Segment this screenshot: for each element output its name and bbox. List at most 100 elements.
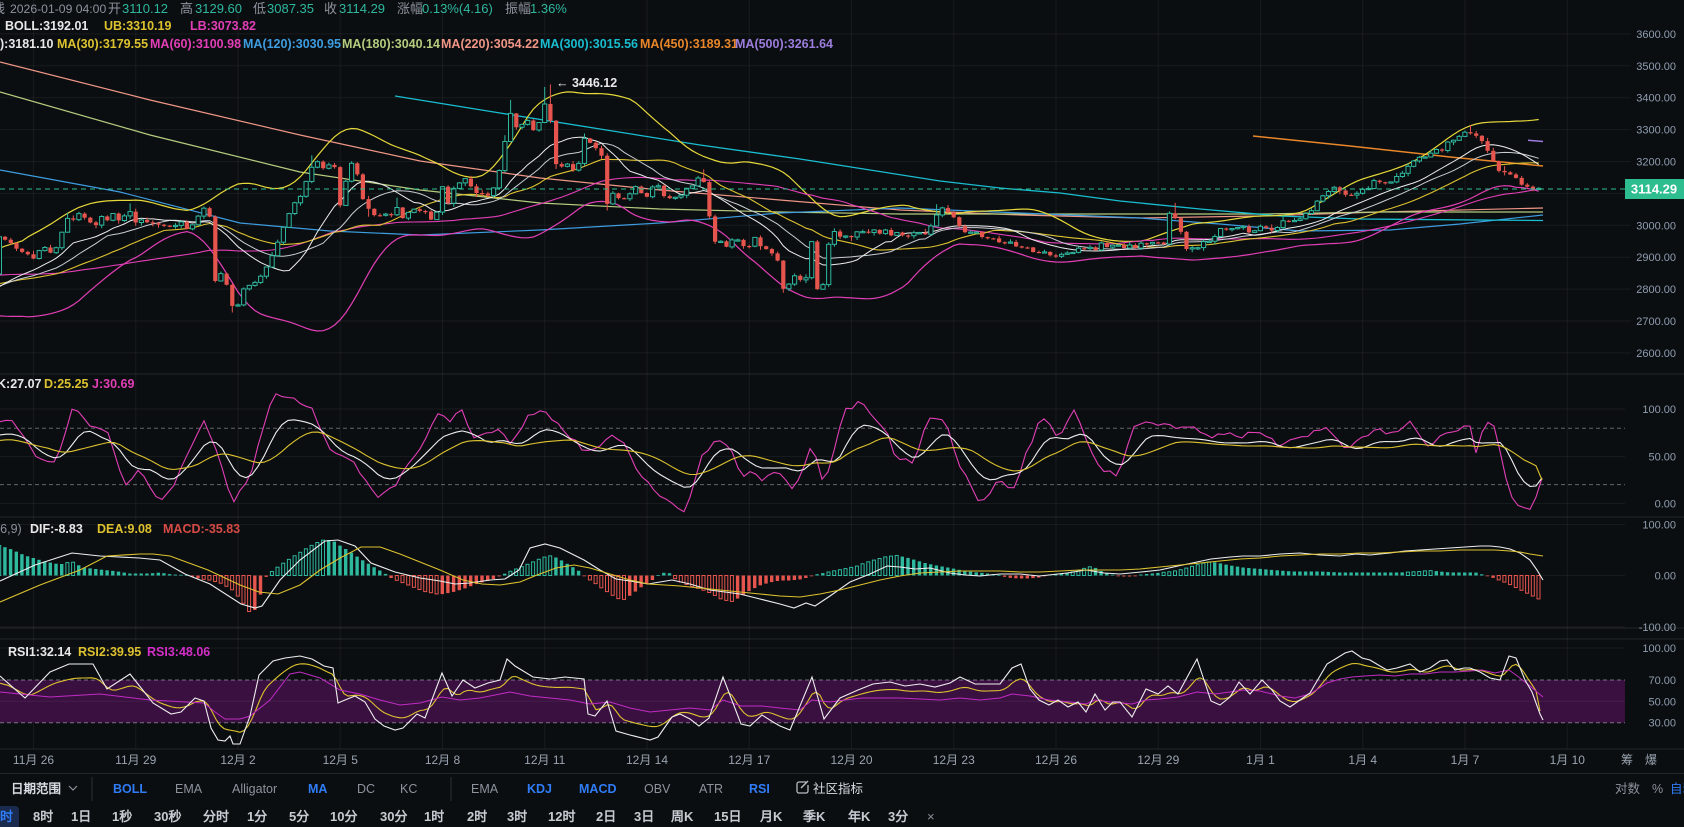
svg-text:振幅: 振幅 [505,1,531,16]
svg-text:3400.00: 3400.00 [1636,93,1676,105]
svg-text:3时: 3时 [507,809,527,824]
svg-text:D:25.25: D:25.25 [44,377,89,391]
svg-text:RSI3:48.06: RSI3:48.06 [147,645,210,659]
svg-text:12月 20: 12月 20 [830,753,872,767]
svg-text:KC: KC [400,782,417,796]
svg-text:2900.00: 2900.00 [1636,252,1676,264]
svg-text:3200.00: 3200.00 [1636,157,1676,169]
svg-text:1时: 1时 [424,809,444,824]
svg-text:LB:3073.82: LB:3073.82 [190,19,256,33]
svg-text:时: 时 [0,809,13,824]
svg-text:分时: 分时 [203,809,229,824]
svg-text:日期范围: 日期范围 [11,781,61,796]
svg-text:12月 23: 12月 23 [933,753,975,767]
svg-text:12月 17: 12月 17 [728,753,770,767]
svg-text:← 3446.12: ← 3446.12 [556,76,617,90]
svg-text:RSI1:32.14: RSI1:32.14 [8,645,71,659]
svg-text:爆: 爆 [1645,753,1657,767]
svg-text:2800.00: 2800.00 [1636,284,1676,296]
svg-text:1月 7: 1月 7 [1451,753,1480,767]
svg-text:50.00: 50.00 [1648,696,1676,708]
svg-text:%: % [1652,782,1663,796]
svg-text:收: 收 [324,1,337,16]
svg-text:EMA: EMA [471,782,499,796]
svg-text:100.00: 100.00 [1642,404,1676,416]
svg-text:2日: 2日 [596,809,616,824]
svg-text:ATR: ATR [699,782,723,796]
svg-text:12月 11: 12月 11 [524,753,565,767]
svg-text:3日: 3日 [634,809,654,824]
svg-text:100.00: 100.00 [1642,520,1676,532]
svg-text:MA(450):3189.31: MA(450):3189.31 [640,37,738,51]
svg-text:12月 26: 12月 26 [1035,753,1077,767]
svg-text:MACD: MACD [579,782,617,796]
svg-text:MA(30):3179.55: MA(30):3179.55 [57,37,148,51]
svg-text:30.00: 30.00 [1648,718,1676,730]
svg-text:MA(500):3261.64: MA(500):3261.64 [735,37,833,51]
svg-text:8时: 8时 [33,809,53,824]
svg-text:RSI: RSI [749,782,770,796]
svg-text:30秒: 30秒 [154,809,181,824]
svg-text:1秒: 1秒 [112,809,132,824]
svg-text:3000.00: 3000.00 [1636,220,1676,232]
svg-text:12月 14: 12月 14 [626,753,668,767]
svg-text:×: × [927,809,935,824]
svg-text:开: 开 [108,1,121,16]
svg-text:10分: 10分 [330,809,357,824]
svg-text:15日: 15日 [714,809,741,824]
svg-text:MA(180):3040.14: MA(180):3040.14 [342,37,440,51]
svg-text:3600.00: 3600.00 [1636,29,1676,41]
svg-text:社区指标: 社区指标 [813,781,863,796]
svg-text:周K: 周K [671,809,694,824]
svg-text:MA: MA [308,782,327,796]
svg-text:KDJ: KDJ [527,782,552,796]
svg-text:2600.00: 2600.00 [1636,348,1676,360]
svg-text:2时: 2时 [467,809,487,824]
svg-text:(6,9): (6,9) [0,522,22,536]
svg-text:3500.00: 3500.00 [1636,61,1676,73]
svg-text:BOLL: BOLL [113,782,147,796]
svg-text:自动: 自动 [1670,782,1684,796]
svg-text:0.00: 0.00 [1655,499,1676,511]
svg-text:5分: 5分 [289,809,309,824]
svg-text:MA(60):3100.98: MA(60):3100.98 [150,37,241,51]
svg-text:1分: 1分 [247,809,267,824]
svg-text:100.00: 100.00 [1642,643,1676,655]
svg-text:MA(220):3054.22: MA(220):3054.22 [441,37,539,51]
svg-text:3110.12: 3110.12 [122,1,168,16]
svg-text:MACD:-35.83: MACD:-35.83 [163,522,240,536]
svg-text:12月 29: 12月 29 [1137,753,1179,767]
svg-text:1月 10: 1月 10 [1550,753,1586,767]
svg-text:年K: 年K [848,809,871,824]
svg-text:MA(120):3030.95: MA(120):3030.95 [243,37,341,51]
svg-text:RSI2:39.95: RSI2:39.95 [78,645,141,659]
svg-text:12月 2: 12月 2 [220,753,256,767]
svg-text:11月 29: 11月 29 [115,753,156,767]
svg-text:K:27.07: K:27.07 [0,377,42,391]
svg-text:2700.00: 2700.00 [1636,316,1676,328]
svg-text:):3181.10: ):3181.10 [0,37,54,51]
svg-text:3114.29: 3114.29 [1631,182,1677,197]
svg-text:3129.60: 3129.60 [195,1,242,16]
svg-text:50.00: 50.00 [1648,452,1676,464]
svg-text:MA(300):3015.56: MA(300):3015.56 [540,37,638,51]
svg-text:-100.00: -100.00 [1639,622,1676,634]
svg-text:DC: DC [357,782,375,796]
svg-text:OBV: OBV [644,782,671,796]
svg-text:UB:3310.19: UB:3310.19 [104,19,171,33]
svg-text:DEA:9.08: DEA:9.08 [97,522,152,536]
svg-text:30分: 30分 [380,809,407,824]
svg-text:3300.00: 3300.00 [1636,125,1676,137]
svg-text:2026-01-09 04:00: 2026-01-09 04:00 [10,2,106,16]
svg-text:1月 1: 1月 1 [1246,753,1275,767]
svg-text:3114.29: 3114.29 [339,1,385,16]
svg-text:70.00: 70.00 [1648,675,1676,687]
svg-text:3087.35: 3087.35 [267,1,314,16]
svg-text:1月 4: 1月 4 [1348,753,1377,767]
svg-text:0.13%(4.16): 0.13%(4.16) [422,1,493,16]
svg-text:低: 低 [253,1,266,16]
svg-text:1.36%: 1.36% [530,1,567,16]
svg-text:对数: 对数 [1615,781,1641,796]
svg-text:BOLL:3192.01: BOLL:3192.01 [5,19,88,33]
svg-text:高: 高 [180,1,193,16]
